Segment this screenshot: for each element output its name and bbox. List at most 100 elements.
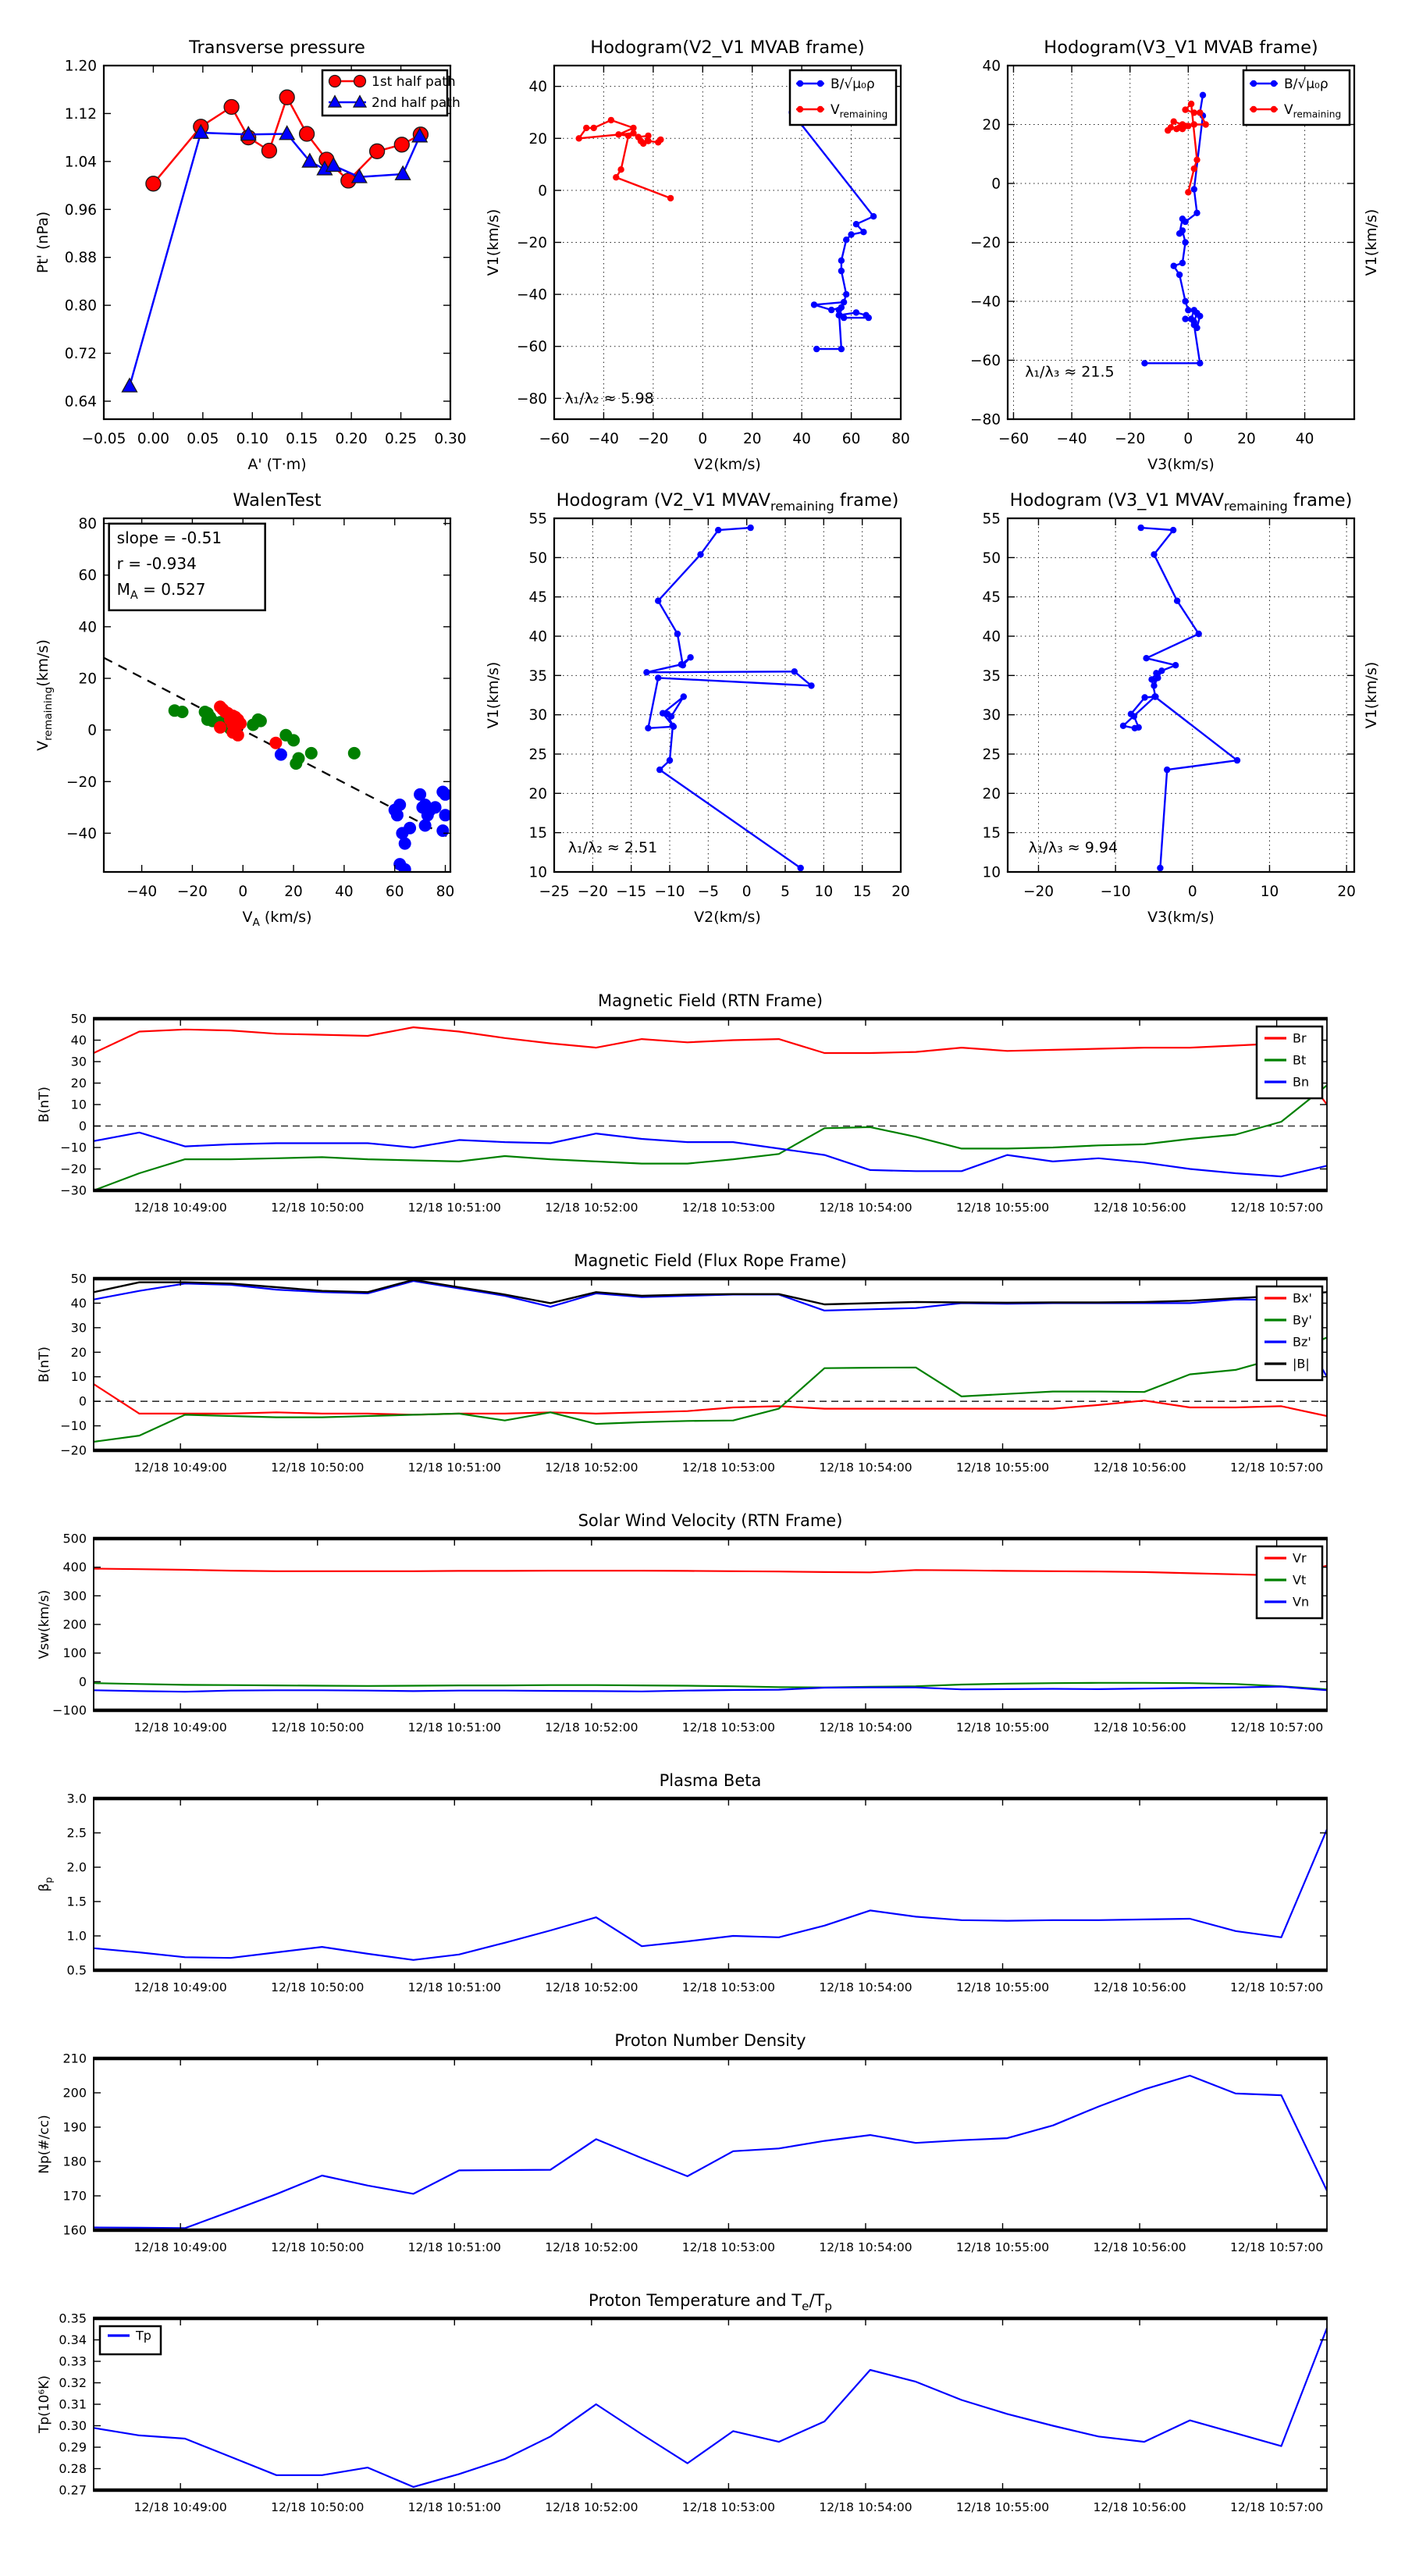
- legend-label: Vn: [1293, 1595, 1309, 1610]
- y-tick-label: 0.72: [65, 346, 97, 362]
- y-tick-label: 30: [528, 707, 547, 724]
- marker-V remaining: [607, 116, 615, 124]
- series-group: [94, 2074, 1327, 2229]
- x-tick-label: 12/18 10:57:00: [1230, 1720, 1323, 1735]
- y-tick-label: 0.33: [59, 2354, 87, 2369]
- grid: [1008, 518, 1354, 872]
- y-tick-label: 20: [71, 1345, 87, 1360]
- legend: Br Bt Bn: [1255, 1025, 1324, 1100]
- marker-B/√μ₀ρ: [840, 314, 848, 322]
- marker-B/√μ₀ρ: [835, 311, 842, 318]
- y-tick-label: 0.5: [67, 1963, 87, 1978]
- x-tick-label: 12/18 10:52:00: [545, 2500, 638, 2514]
- marker-walen-blue: [439, 788, 450, 801]
- x-tick-label: 0.30: [434, 431, 466, 447]
- y-tick-label: −20: [60, 1162, 87, 1176]
- x-tick-label: 12/18 10:54:00: [819, 1720, 912, 1735]
- y-tick-label: 0: [79, 1119, 87, 1133]
- marker-V: [1131, 724, 1139, 731]
- marker-walen-red: [269, 736, 283, 749]
- legend-label: Bn: [1293, 1075, 1309, 1090]
- marker-B/√μ₀ρ: [860, 229, 867, 236]
- marker-2nd half path: [411, 127, 429, 143]
- marker-walen-blue: [398, 837, 411, 850]
- x-tick-label: −40: [589, 431, 619, 447]
- x-tick-label: 12/18 10:51:00: [408, 2240, 501, 2254]
- annotation: λ₁/λ₃ ≈ 9.94: [1029, 839, 1118, 856]
- marker-V: [1158, 667, 1165, 674]
- legend-dot: [1270, 80, 1278, 87]
- legend-label: B/√μ₀ρ: [831, 76, 875, 92]
- x-tick-label: 12/18 10:50:00: [271, 2240, 364, 2254]
- marker-B/√μ₀ρ: [1182, 315, 1189, 322]
- y-axis-label: B(nT): [37, 1087, 52, 1123]
- series-Np: [94, 2074, 1327, 2229]
- y-tick-label: 2.0: [67, 1860, 87, 1875]
- x-tick-label: −20: [177, 884, 208, 900]
- y-tick-label: 20: [982, 786, 1001, 802]
- x-tick-label: −10: [1101, 884, 1131, 900]
- marker-B/√μ₀ρ: [838, 267, 845, 275]
- x-tick-label: −40: [126, 884, 157, 900]
- marker-V: [1172, 662, 1179, 669]
- marker-walen-green: [287, 734, 301, 747]
- y-tick-label: 0.27: [59, 2483, 87, 2498]
- series-group: [94, 1564, 1327, 1693]
- stats-box: slope = -0.51 r = -0.934 MA = 0.527: [108, 522, 266, 612]
- legend-box: [1255, 1285, 1324, 1382]
- legend-label: Vt: [1293, 1573, 1306, 1588]
- x-tick-label: 12/18 10:56:00: [1093, 1720, 1186, 1735]
- legend-dot: [796, 105, 804, 113]
- marker-B/√μ₀ρ: [852, 221, 860, 228]
- y-tick-label: 45: [528, 589, 547, 606]
- x-tick-label: 20: [284, 884, 303, 900]
- marker-walen-blue: [414, 788, 427, 801]
- legend: Bx' By' Bz' |B|: [1255, 1285, 1324, 1382]
- x-tick-label: 12/18 10:52:00: [545, 2240, 638, 2254]
- x-tick-label: 12/18 10:51:00: [408, 1720, 501, 1735]
- x-tick-label: 12/18 10:57:00: [1230, 2500, 1323, 2514]
- y-axis-label: Np(#/cc): [37, 2115, 52, 2173]
- marker-B/√μ₀ρ: [813, 345, 820, 353]
- chart-hodogram-v3v1-mvav: −20 −10 0 10 20 10 15 20 25 30 35 40 45 50 55 Hodogram …: [982, 490, 1380, 926]
- y-axis-label: B(nT): [37, 1347, 52, 1382]
- y-tick-label: −10: [60, 1418, 87, 1433]
- y-tick-label: 45: [982, 589, 1001, 606]
- x-tick-label: 12/18 10:50:00: [271, 1201, 364, 1215]
- y-tick-label: 30: [71, 1320, 87, 1335]
- y-tick-label: −40: [517, 287, 547, 304]
- x-tick-label: 0: [698, 431, 707, 447]
- x-tick-label: 12/18 10:53:00: [682, 1461, 775, 1475]
- marker-walen-blue: [274, 748, 287, 761]
- x-tick-label: 20: [1237, 431, 1256, 447]
- y-tick-label: 200: [62, 1617, 87, 1632]
- marker-2nd half path: [350, 168, 368, 183]
- marker-2nd half path: [325, 156, 342, 173]
- x-tick-label: 12/18 10:49:00: [134, 1201, 227, 1215]
- chart-mag-rtn: 12/18 10:49:00 12/18 10:50:00 12/18 10:51:…: [37, 991, 1328, 1215]
- legend-dot: [1250, 80, 1257, 87]
- legend-dot: [816, 105, 824, 113]
- x-tick-label: 12/18 10:50:00: [271, 2500, 364, 2514]
- x-tick-label: 12/18 10:55:00: [956, 1980, 1049, 1994]
- y-tick-label: 1.0: [67, 1929, 87, 1944]
- chart-vsw-rtn: 12/18 10:49:00 12/18 10:50:00 12/18 10:51:…: [37, 1511, 1328, 1735]
- marker-V: [1151, 693, 1158, 700]
- marker-1st half path: [223, 98, 240, 116]
- legend: 1st half path 2nd half path: [321, 69, 461, 117]
- x-tick-label: 12/18 10:55:00: [956, 1720, 1049, 1735]
- y-tick-label: 0: [991, 176, 1001, 193]
- series-group: [643, 524, 815, 872]
- y-tick-label: −20: [970, 235, 1001, 251]
- y-tick-label: 50: [71, 1272, 87, 1286]
- marker-V: [1141, 694, 1148, 701]
- series-By': [94, 1336, 1327, 1443]
- y-tick-label: 3.0: [67, 1791, 87, 1806]
- marker-walen-green: [347, 746, 361, 760]
- marker-V: [697, 551, 704, 558]
- x-tick-label: 0: [1188, 884, 1197, 900]
- marker-V remaining: [1193, 156, 1200, 163]
- x-tick-label: 12/18 10:49:00: [134, 1720, 227, 1735]
